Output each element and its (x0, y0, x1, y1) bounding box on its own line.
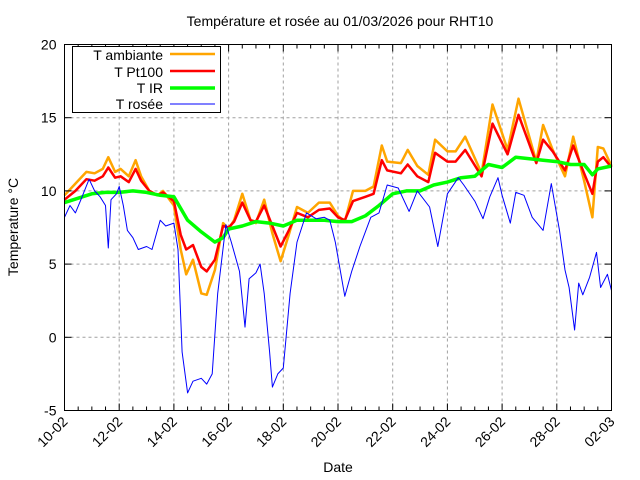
x-tick-label: 22-02 (362, 413, 399, 450)
series-line-t-pt100 (63, 113, 613, 273)
x-axis-label: Date (323, 459, 353, 475)
chart-title: Température et rosée au 01/03/2026 pour … (187, 13, 494, 29)
series-line-t-ir (63, 155, 612, 244)
x-tick-label: 14-02 (143, 413, 180, 450)
x-tick-label: 12-02 (89, 413, 126, 450)
legend-label-ir: T IR (137, 80, 163, 96)
x-tick-label: 26-02 (472, 413, 509, 450)
legend-label-pt100: T Pt100 (114, 64, 163, 80)
x-tick-label: 10-02 (34, 413, 71, 450)
y-tick-label: 0 (49, 329, 57, 345)
x-tick-label: 20-02 (307, 413, 344, 450)
x-tick-label: 02-03 (581, 413, 618, 450)
legend-label-ambiante: T ambiante (93, 47, 163, 63)
series-line-t-ambiante (63, 97, 613, 297)
x-tick-label: 16-02 (198, 413, 235, 450)
y-tick-label: 15 (41, 110, 57, 126)
legend: T ambiante T Pt100 T IR T rosée (72, 46, 221, 113)
series-line-t-ros-e (64, 177, 612, 394)
legend-box (72, 46, 221, 113)
x-tick-label: 28-02 (526, 413, 563, 450)
y-tick-label: 10 (41, 183, 57, 199)
series-group (63, 97, 613, 394)
legend-label-rosee: T rosée (116, 96, 163, 112)
y-axis-label: Temperature °C (5, 178, 21, 276)
y-tick-label: 5 (49, 256, 57, 272)
y-tick-label: -5 (44, 403, 57, 419)
x-tick-label: 24-02 (417, 413, 454, 450)
x-tick-label: 18-02 (253, 413, 290, 450)
y-tick-label: 20 (41, 37, 57, 53)
